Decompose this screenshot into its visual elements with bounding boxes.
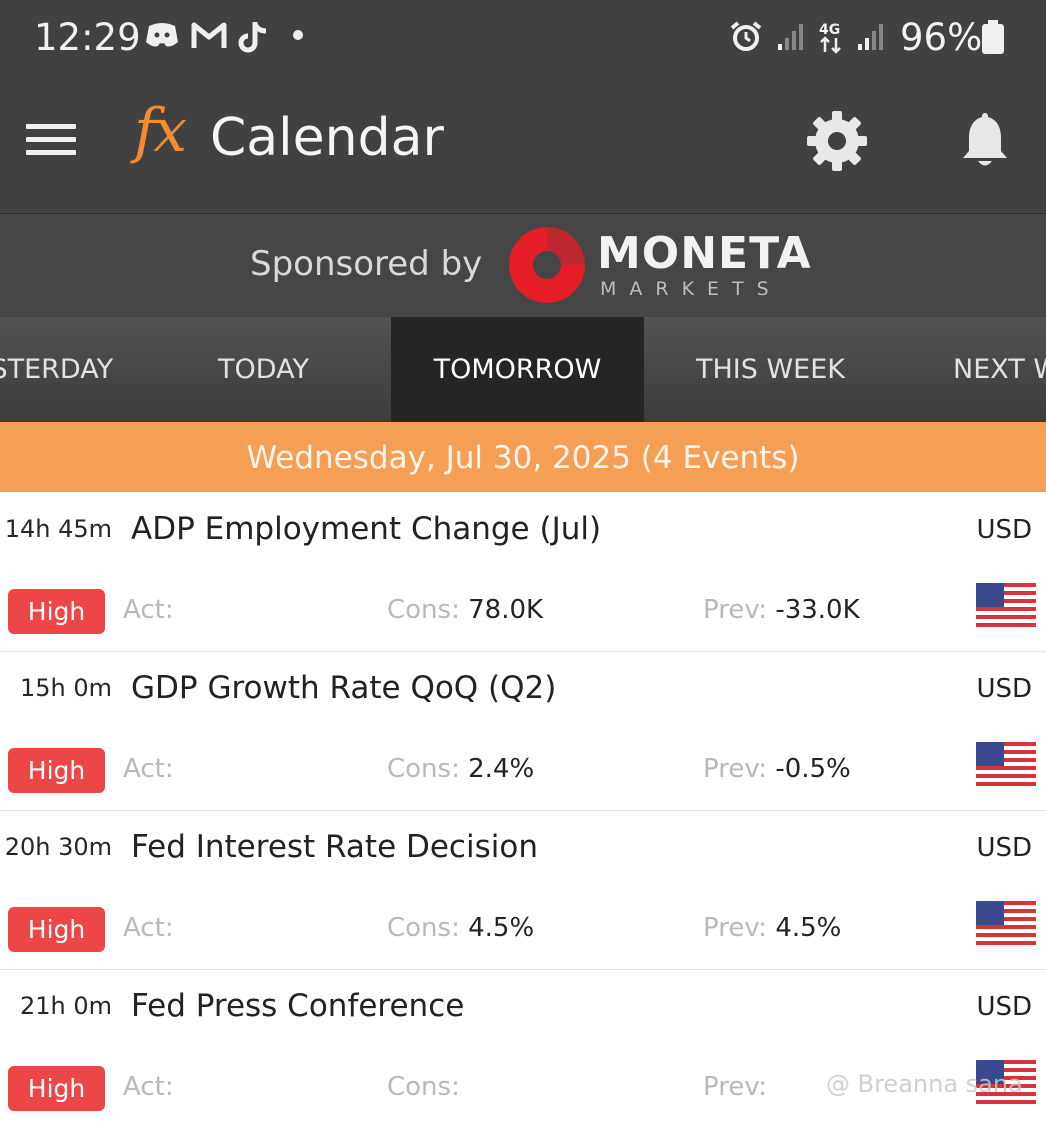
actual-label: Act: [123, 595, 174, 625]
app-title: Calendar [210, 108, 444, 168]
actual-field: Act: [123, 595, 174, 625]
event-countdown: 20h 30m [4, 833, 112, 861]
status-bar: 12:29 4G 96% [0, 0, 1046, 82]
sponsor-brand: MONETA [597, 228, 812, 279]
tab-yesterday[interactable]: YESTERDAY [0, 354, 114, 385]
event-currency: USD [976, 515, 1032, 545]
impact-badge: High [8, 589, 105, 634]
event-title: ADP Employment Change (Jul) [131, 511, 602, 547]
watermark: @ Breanna sana [826, 1070, 1023, 1098]
previous-field: Prev: [703, 1072, 767, 1102]
consensus-label: Cons: [387, 913, 460, 943]
svg-text:4G: 4G [819, 22, 840, 38]
app-bar: fx Calendar [0, 82, 1046, 214]
battery-icon [982, 20, 1004, 54]
actual-label: Act: [123, 1072, 174, 1102]
previous-label: Prev: [703, 754, 768, 784]
event-title: Fed Press Conference [131, 988, 465, 1024]
tab-this-week[interactable]: THIS WEEK [695, 354, 845, 385]
previous-value: -0.5% [775, 754, 851, 784]
notifications-bell-icon[interactable] [960, 110, 1010, 170]
gmail-icon [191, 22, 227, 48]
actual-field: Act: [123, 913, 174, 943]
signal-icon [778, 24, 803, 50]
moneta-logo-icon [509, 227, 585, 303]
discord-icon [146, 23, 178, 47]
tab-today[interactable]: TODAY [218, 354, 309, 385]
app-logo: fx [134, 96, 187, 166]
us-flag-icon[interactable] [976, 1060, 1036, 1104]
previous-label: Prev: [703, 913, 768, 943]
event-row[interactable]: 15h 0m GDP Growth Rate QoQ (Q2) USD High… [0, 652, 1046, 811]
notification-dot-icon [293, 30, 303, 40]
consensus-value: 78.0K [468, 595, 544, 625]
event-currency: USD [976, 833, 1032, 863]
actual-label: Act: [123, 913, 174, 943]
tab-next-week[interactable]: NEXT WEEK [953, 354, 1046, 385]
settings-gear-icon[interactable] [806, 110, 868, 172]
consensus-field: Cons: 2.4% [387, 754, 534, 784]
sponsor-brand-sub: MARKETS [600, 278, 782, 300]
actual-field: Act: [123, 754, 174, 784]
battery-percent: 96% [900, 16, 983, 59]
event-title: GDP Growth Rate QoQ (Q2) [131, 670, 557, 706]
previous-value: -33.0K [775, 595, 860, 625]
event-countdown: 15h 0m [19, 674, 112, 702]
consensus-field: Cons: 4.5% [387, 913, 534, 943]
impact-badge: High [8, 907, 105, 952]
previous-value: 4.5% [775, 913, 842, 943]
us-flag-icon[interactable] [976, 742, 1036, 786]
signal-icon-2 [858, 24, 883, 50]
date-tabs: YESTERDAY TODAY TOMORROW THIS WEEK NEXT … [0, 317, 1046, 422]
consensus-label: Cons: [387, 1072, 460, 1102]
consensus-value: 2.4% [468, 754, 535, 784]
event-countdown: 14h 45m [4, 515, 112, 543]
tiktok-icon [238, 22, 267, 53]
previous-label: Prev: [703, 595, 768, 625]
us-flag-icon[interactable] [976, 583, 1036, 627]
4g-data-icon: 4G [819, 22, 841, 54]
consensus-label: Cons: [387, 595, 460, 625]
event-row[interactable]: 14h 45m ADP Employment Change (Jul) USD … [0, 493, 1046, 652]
consensus-field: Cons: 78.0K [387, 595, 543, 625]
event-title: Fed Interest Rate Decision [131, 829, 538, 865]
previous-field: Prev: -33.0K [703, 595, 860, 625]
status-time: 12:29 [34, 16, 141, 59]
previous-label: Prev: [703, 1072, 768, 1102]
impact-badge: High [8, 748, 105, 793]
event-countdown: 21h 0m [19, 992, 112, 1020]
event-currency: USD [976, 674, 1032, 704]
event-row[interactable]: 21h 0m Fed Press Conference USD High Act… [0, 970, 1046, 1128]
previous-field: Prev: 4.5% [703, 913, 841, 943]
menu-icon[interactable] [26, 120, 76, 160]
date-header: Wednesday, Jul 30, 2025 (4 Events) [0, 422, 1046, 492]
consensus-label: Cons: [387, 754, 460, 784]
actual-label: Act: [123, 754, 174, 784]
consensus-value: 4.5% [468, 913, 535, 943]
event-currency: USD [976, 992, 1032, 1022]
us-flag-icon[interactable] [976, 901, 1036, 945]
actual-field: Act: [123, 1072, 174, 1102]
consensus-field: Cons: [387, 1072, 460, 1102]
impact-badge: High [8, 1066, 105, 1111]
alarm-icon [730, 21, 762, 51]
sponsor-label: Sponsored by [250, 244, 483, 284]
event-row[interactable]: 20h 30m Fed Interest Rate Decision USD H… [0, 811, 1046, 970]
tab-tomorrow[interactable]: TOMORROW [391, 317, 644, 422]
previous-field: Prev: -0.5% [703, 754, 851, 784]
